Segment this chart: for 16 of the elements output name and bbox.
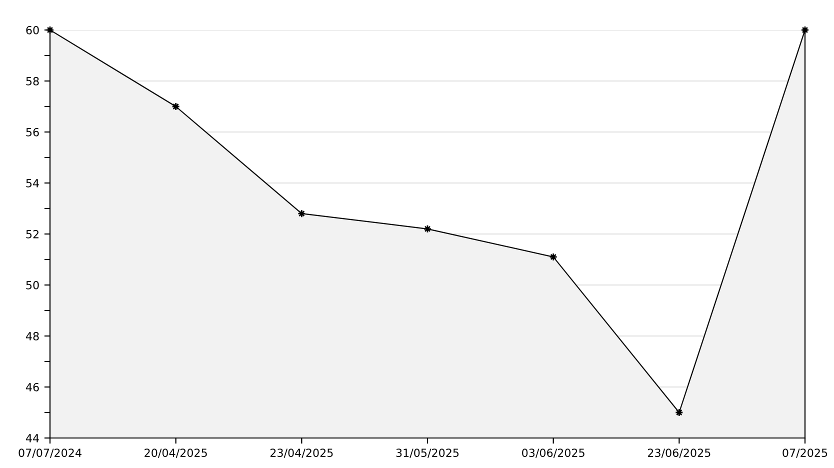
x-tick-label: 07/2025 <box>782 448 828 458</box>
y-tick-label: 56 <box>26 128 39 136</box>
y-tick-label: 60 <box>26 26 39 34</box>
y-tick-label: 58 <box>26 76 39 86</box>
x-tick-label: 07/07/2024 <box>18 448 82 458</box>
x-tick-label: 03/06/2025 <box>522 448 584 458</box>
y-tick-label: 52 <box>26 230 38 238</box>
y-tick-label: 48 <box>26 332 39 340</box>
x-tick-label: 23/04/2025 <box>270 448 333 458</box>
y-tick-label: 54 <box>26 179 39 188</box>
x-tick-label: 23/06/2025 <box>648 448 710 458</box>
x-tick-label: 31/05/2025 <box>396 448 459 458</box>
y-tick-label: 50 <box>26 280 39 290</box>
x-tick-label: 20/04/2025 <box>144 448 207 458</box>
y-tick-label: 46 <box>26 382 39 392</box>
y-tick-label: 44 <box>26 434 39 442</box>
